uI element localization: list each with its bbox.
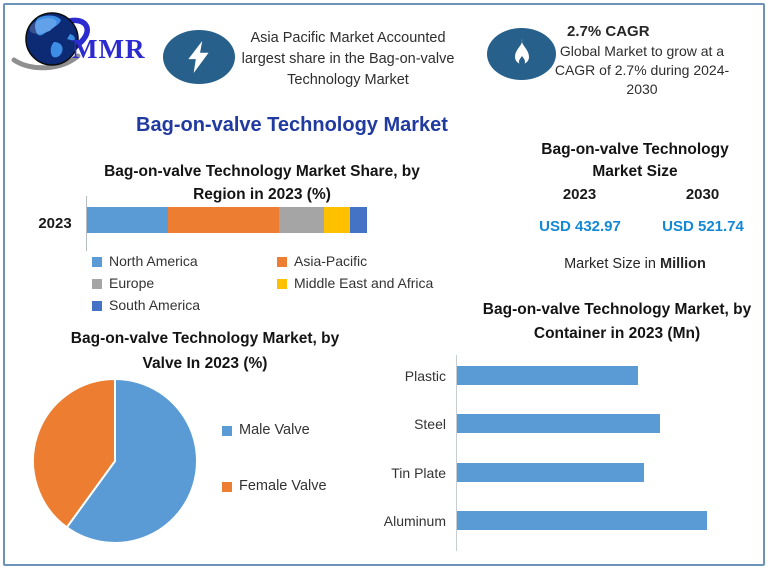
cagr-line: 2030: [626, 81, 658, 97]
market-size-title-line1: Bag-on-valve Technology: [541, 141, 729, 158]
legend-item-middle-east-and-africa: Middle East and Africa: [277, 274, 462, 293]
container-category-tin-plate: Tin Plate: [391, 464, 446, 481]
market-size-title: Bag-on-valve Technology Market Size: [520, 139, 750, 183]
callout-line: largest share in the Bag-on-valve: [241, 51, 455, 67]
cagr-line: Global Market to grow at a: [559, 43, 725, 59]
legend-swatch: [92, 278, 102, 289]
region-chart-axis: [86, 196, 87, 251]
legend-item-europe: Europe: [92, 274, 277, 293]
cagr-body: Global Market to grow at a CAGR of 2.7% …: [551, 42, 733, 99]
flame-icon: [487, 28, 556, 80]
legend-label: Middle East and Africa: [294, 275, 434, 291]
bar-segment-north-america: [87, 207, 169, 233]
container-chart-axis: [456, 355, 457, 551]
bar-segment-south-america: [350, 207, 367, 233]
container-category-aluminum: Aluminum: [383, 512, 446, 529]
callout-line: Asia Pacific Market Accounted: [250, 30, 446, 46]
legend-label: Female Valve: [239, 478, 327, 494]
callout-asia-pacific: Asia Pacific Market Accounted largest sh…: [232, 28, 464, 91]
container-category-plastic: Plastic: [404, 368, 446, 384]
region-legend: North America Asia-Pacific Europe Middle Ea…: [92, 252, 462, 315]
legend-item-south-america: South America: [92, 296, 277, 315]
callout-line: Technology Market: [287, 72, 409, 88]
legend-swatch: [277, 278, 287, 289]
valve-chart-title: Bag-on-valve Technology Market, by Valve…: [50, 326, 360, 376]
legend-label: Male Valve: [239, 422, 310, 438]
region-chart-title-line2: Region in 2023 (%): [193, 186, 331, 203]
pie-slice-male-valve: [65, 377, 198, 544]
container-bar-aluminum: [457, 510, 707, 530]
container-bar-tin-plate: [457, 462, 644, 482]
legend-swatch: [92, 256, 102, 267]
region-chart-title: Bag-on-valve Technology Market Share, by…: [57, 160, 467, 206]
market-size-year-2023: 2023: [562, 186, 597, 203]
market-size-value-2030: USD 521.74: [662, 218, 744, 235]
market-size-title-line2: Market Size: [592, 163, 678, 180]
legend-item-asia-pacific: Asia-Pacific: [277, 252, 462, 271]
bar-segment-middle-east-and-africa: [323, 207, 351, 233]
container-chart-plot: Plastic Steel Tin Plate Aluminum: [360, 352, 760, 557]
region-stacked-bar: [87, 207, 367, 233]
legend-swatch: [92, 300, 102, 311]
globe-icon: [11, 12, 90, 71]
lightning-icon: [163, 30, 235, 84]
valve-legend: Male Valve Female Valve: [222, 421, 327, 496]
footnote-unit: Million: [659, 256, 706, 272]
footnote-prefix: Market Size in: [564, 256, 660, 272]
market-size-year-2030: 2030: [685, 186, 720, 203]
container-chart-title-line2: Container in 2023 (Mn): [533, 325, 701, 342]
legend-swatch: [277, 256, 287, 267]
region-category-label: 2023: [38, 215, 72, 232]
legend-label: South America: [109, 297, 201, 313]
logo-wordmark: MMR: [72, 34, 146, 64]
valve-chart-title-line1: Bag-on-valve Technology Market, by: [70, 330, 340, 347]
market-size-value-2023: USD 432.97: [539, 218, 621, 235]
legend-item-female-valve: Female Valve: [222, 477, 327, 496]
callout-cagr: 2.7% CAGR Global Market to grow at a CAG…: [551, 23, 733, 99]
legend-swatch: [222, 481, 232, 492]
legend-item-north-america: North America: [92, 252, 277, 271]
valve-pie-svg: [32, 377, 198, 544]
container-bar-plastic: [457, 366, 638, 385]
cagr-heading: 2.7% CAGR: [567, 23, 650, 40]
bar-segment-europe: [278, 207, 324, 233]
legend-label: North America: [109, 253, 198, 269]
container-chart-title-line1: Bag-on-valve Technology Market, by: [482, 301, 752, 318]
legend-swatch: [222, 425, 232, 436]
market-size-footnote: Market Size in Million: [520, 256, 750, 272]
legend-label: Europe: [109, 275, 155, 291]
legend-item-male-valve: Male Valve: [222, 421, 327, 440]
pie-slice-female-valve: [32, 377, 116, 529]
bar-segment-asia-pacific: [168, 207, 279, 233]
container-category-steel: Steel: [414, 416, 446, 433]
mmr-logo: MMR: [10, 10, 165, 72]
region-chart-title-line1: Bag-on-valve Technology Market Share, by: [104, 163, 420, 180]
legend-label: Asia-Pacific: [294, 253, 368, 269]
container-bar-steel: [457, 414, 660, 434]
valve-chart-title-line2: Valve In 2023 (%): [142, 355, 268, 372]
page-title: Bag-on-valve Technology Market: [136, 114, 448, 136]
cagr-line: CAGR of 2.7% during 2024-: [554, 62, 730, 78]
container-chart-title: Bag-on-valve Technology Market, by Conta…: [464, 298, 768, 346]
